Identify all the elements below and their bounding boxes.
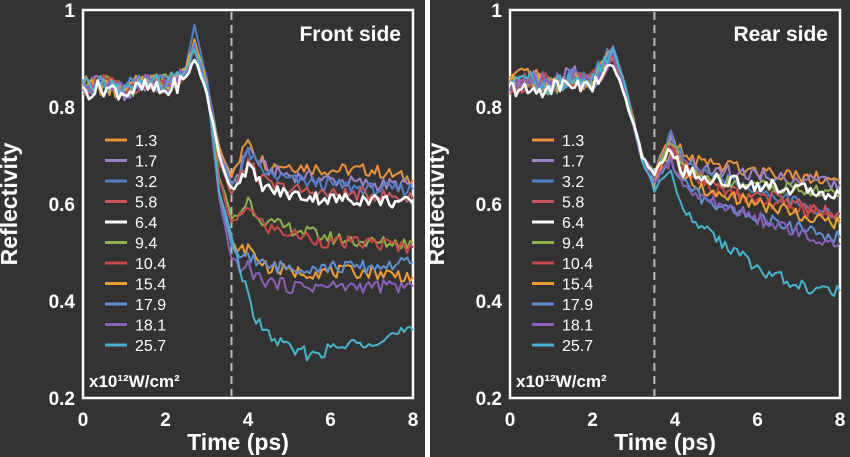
series-group [81,23,415,362]
x-tick-label: 8 [408,410,419,431]
legend-label: 18.1 [562,318,593,335]
legend: 1.3 1.7 3.2 5.8 6.4 9.4 10.4 15.4 17.9 18.1 25.7 [532,133,593,355]
x-tick-label: 4 [243,410,254,431]
legend-label: 15.4 [562,277,593,294]
legend-unit-label: x10¹²W/cm² [516,372,607,391]
legend-label: 17.9 [562,297,593,314]
plot-area-background [430,0,850,457]
legend-label: 25.7 [135,338,166,355]
series-line-5-8 [82,48,414,203]
x-tick-label: 6 [325,410,336,431]
series-group [509,45,842,297]
series-line-17-9 [82,42,414,275]
legend-unit-label: x10¹²W/cm² [89,372,180,391]
series-line-6-4 [509,63,842,201]
x-tick-label: 6 [752,410,763,431]
chart-title: Front side [299,23,401,46]
x-tick-label: 8 [835,410,846,431]
y-tick-label: 0.4 [476,292,503,313]
legend-label: 1.3 [562,133,584,150]
legend-label: 9.4 [562,236,584,253]
x-axis-label: Time (ps) [614,429,716,455]
legend-label: 10.4 [562,256,593,273]
y-tick-label: 1 [64,1,75,22]
x-tick-label: 0 [505,410,516,431]
legend-label: 25.7 [562,338,593,355]
y-tick-label: 0.2 [49,389,75,410]
panel-front-side: 0.2 0.4 0.6 0.8 1 0 2 4 6 8 1.3 1.7 3.2 5.8 6.4 9.4 10… [0,0,425,457]
y-tick-label: 0.6 [476,195,502,216]
legend-label: 3.2 [135,174,157,191]
y-tick-labels: 0.2 0.4 0.6 0.8 1 [49,1,76,410]
legend: 1.3 1.7 3.2 5.8 6.4 9.4 10.4 15.4 17.9 18.1 25.7 [105,133,166,355]
legend-label: 1.3 [135,133,157,150]
x-tick-labels: 0 2 4 6 8 [505,410,846,431]
x-tick-label: 0 [78,410,89,431]
x-tick-label: 2 [587,410,598,431]
chart-title: Rear side [733,23,828,46]
y-tick-label: 1 [491,1,502,22]
legend-label: 5.8 [562,195,584,212]
plot-area-background [0,0,425,457]
y-tick-label: 0.4 [49,292,76,313]
series-line-25-7 [509,48,841,297]
legend-label: 6.4 [562,215,584,232]
x-tick-label: 2 [160,410,171,431]
legend-label: 17.9 [135,297,166,314]
y-tick-label: 0.6 [49,195,75,216]
legend-label: 9.4 [135,236,157,253]
legend-label: 6.4 [135,215,157,232]
legend-label: 3.2 [562,174,584,191]
y-axis-label: Reflectivity [0,142,22,265]
x-tick-label: 4 [670,410,681,431]
series-line-9-4 [82,49,414,250]
y-axis-label: Reflectivity [423,142,449,265]
y-tick-labels: 0.2 0.4 0.6 0.8 1 [476,1,503,410]
series-line-18-1 [82,45,414,295]
legend-label: 18.1 [135,318,166,335]
y-tick-label: 0.8 [49,98,75,119]
plot-frame [508,8,842,400]
x-axis-label: Time (ps) [187,429,289,455]
legend-label: 15.4 [135,277,166,294]
x-tick-labels: 0 2 4 6 8 [78,410,419,431]
legend-label: 1.7 [135,154,157,171]
legend-label: 1.7 [562,154,584,171]
y-tick-label: 0.2 [476,389,502,410]
legend-label: 5.8 [135,195,157,212]
panel-rear-side: 0.2 0.4 0.6 0.8 1 0 2 4 6 8 1.3 1.7 3.2 5.8 6.4 9.4 10… [423,0,850,457]
y-tick-label: 0.8 [476,98,502,119]
legend-label: 10.4 [135,256,166,273]
series-line-6-4 [81,58,415,209]
